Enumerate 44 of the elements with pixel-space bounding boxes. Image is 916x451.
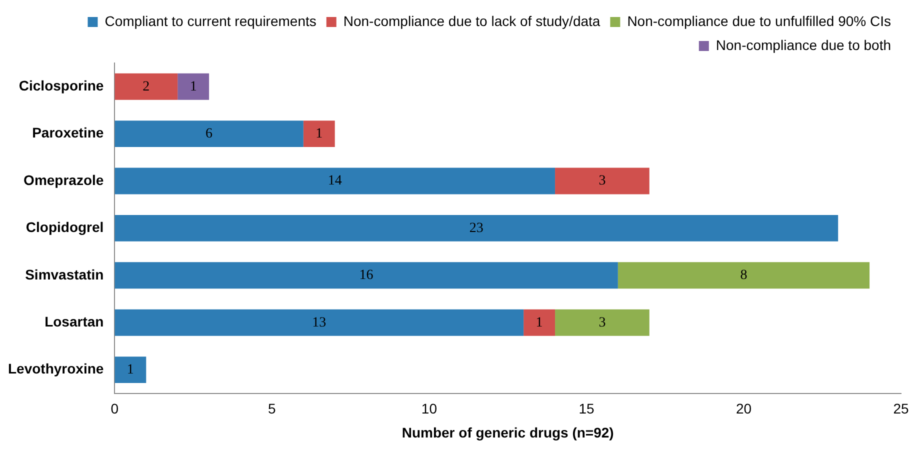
- bar: [114, 120, 304, 148]
- legend-label: Non-compliance due to unfulfilled 90% CIs: [627, 12, 891, 29]
- x-axis-title: Number of generic drugs (n=92): [402, 424, 614, 440]
- y-tick-label: Ciclosporine: [18, 77, 104, 94]
- x-tick-label: 25: [893, 400, 909, 417]
- data-label: 1: [536, 315, 543, 330]
- x-tick-label: 20: [736, 400, 752, 417]
- bar: [114, 73, 178, 100]
- bar: [114, 168, 556, 194]
- data-label: 6: [206, 126, 213, 142]
- y-tick-label: Clopidogrel: [26, 219, 104, 236]
- bar: [618, 262, 870, 289]
- y-tick-label: Paroxetine: [32, 124, 104, 141]
- bar: [303, 120, 335, 148]
- bar: [114, 262, 618, 289]
- bar: [178, 73, 210, 100]
- bar: [555, 309, 650, 336]
- data-label: 3: [598, 174, 606, 189]
- legend-label: Non-compliance due to lack of study/data: [343, 12, 600, 29]
- data-label: 3: [598, 315, 606, 330]
- bar: [114, 214, 838, 242]
- y-tick-label: Levothyroxine: [8, 360, 104, 377]
- bar: [524, 309, 556, 336]
- data-label: 14: [328, 174, 342, 189]
- data-label: 1: [126, 362, 134, 378]
- data-label: 8: [740, 268, 748, 284]
- legend-label: Non-compliance due to both: [716, 36, 891, 53]
- bar: [114, 356, 146, 384]
- y-tick-label: Simvastatin: [25, 266, 104, 282]
- data-label: 1: [316, 126, 323, 142]
- data-label: 13: [312, 315, 326, 330]
- y-tick-label: Omeprazole: [24, 172, 104, 188]
- bar: [555, 168, 650, 194]
- x-tick-label: 15: [578, 400, 594, 417]
- x-tick-label: 5: [268, 400, 276, 417]
- legend-label: Compliant to current requirements: [104, 12, 316, 29]
- x-tick-label: 10: [421, 400, 438, 417]
- x-tick-label: 0: [110, 400, 119, 417]
- data-label: 2: [142, 79, 150, 94]
- y-tick-label: Losartan: [44, 313, 104, 330]
- data-label: 23: [469, 220, 484, 236]
- data-label: 1: [190, 79, 197, 94]
- bar: [114, 309, 524, 336]
- data-label: 16: [359, 268, 374, 284]
